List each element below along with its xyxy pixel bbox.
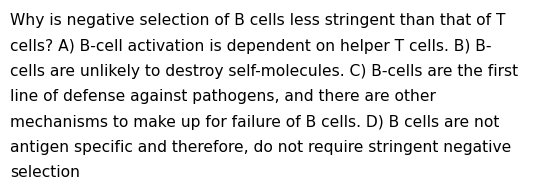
- Text: selection: selection: [10, 165, 80, 180]
- Text: cells are unlikely to destroy self-molecules. C) B-cells are the first: cells are unlikely to destroy self-molec…: [10, 64, 518, 79]
- Text: antigen specific and therefore, do not require stringent negative: antigen specific and therefore, do not r…: [10, 140, 511, 155]
- Text: mechanisms to make up for failure of B cells. D) B cells are not: mechanisms to make up for failure of B c…: [10, 115, 499, 130]
- Text: cells? A) B-cell activation is dependent on helper T cells. B) B-: cells? A) B-cell activation is dependent…: [10, 39, 492, 54]
- Text: line of defense against pathogens, and there are other: line of defense against pathogens, and t…: [10, 89, 436, 104]
- Text: Why is negative selection of B cells less stringent than that of T: Why is negative selection of B cells les…: [10, 13, 506, 28]
